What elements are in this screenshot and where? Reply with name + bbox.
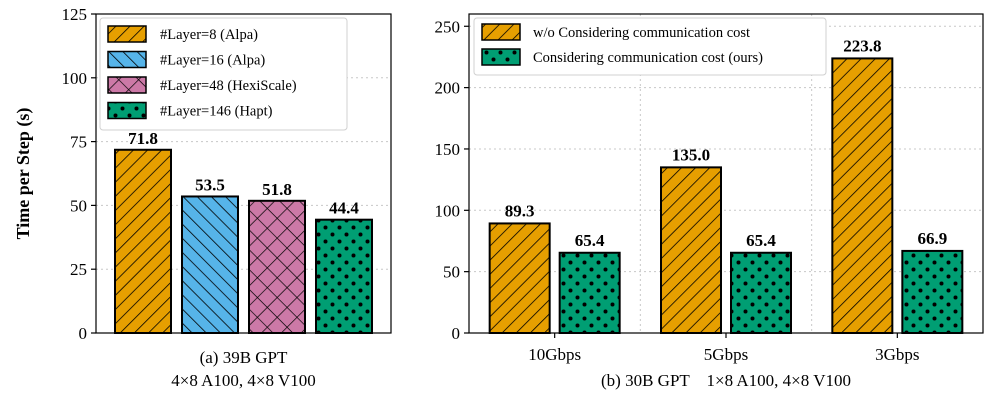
panel-b-bar (831, 57, 894, 335)
panel-a: 71.8 53.5 51.8 44.4 0 25 50 75 100 125 Time per … (13, 5, 392, 390)
panel-b-bars (488, 57, 964, 335)
panel-a-caption-line-2: 4×8 A100, 4×8 V100 (171, 371, 315, 390)
panel-a-data-label: 71.8 (128, 129, 158, 148)
panel-b-x-tick-label: 3Gbps (875, 345, 919, 364)
panel-b-legend-label: w/o Considering communication cost (533, 25, 750, 41)
panel-b: 89.3 65.4 135.0 65.4 223.8 66.9 0 50 100 150 200 2… (435, 13, 984, 390)
panel-a-legend-label: #Layer=146 (Hapt) (160, 104, 273, 120)
panel-b-y-tick-label: 0 (452, 324, 461, 343)
panel-b-y-tick-label: 200 (435, 79, 461, 98)
panel-b-x-tick-label: 5Gbps (704, 345, 748, 364)
panel-b-data-label: 65.4 (746, 231, 776, 250)
panel-a-legend-frame (99, 17, 348, 131)
panel-a-legend-swatch (107, 50, 147, 69)
panel-a-y-ticks: 0 25 50 75 100 125 (62, 5, 96, 343)
panel-a-legend-label: #Layer=48 (HexiScale) (160, 78, 297, 94)
panel-b-y-tick-label: 250 (435, 17, 461, 36)
panel-b-x-ticks: 10Gbps 5Gbps 3Gbps (528, 333, 920, 364)
panel-a-y-tick-label: 50 (70, 196, 87, 215)
panel-a-bars (114, 148, 373, 334)
panel-a-caption-line-1: (a) 39B GPT (200, 348, 288, 367)
panel-b-bar (660, 166, 722, 334)
panel-a-y-axis-label: Time per Step (s) (13, 108, 34, 240)
panel-b-data-label: 66.9 (917, 229, 947, 248)
panel-a-legend-label: #Layer=8 (Alpa) (160, 27, 258, 43)
panel-b-data-label: 135.0 (672, 145, 710, 164)
panel-b-data-label: 65.4 (575, 231, 605, 250)
panel-b-data-label: 89.3 (505, 201, 535, 220)
panel-a-data-label: 44.4 (329, 199, 359, 218)
panel-a-bar (114, 148, 172, 334)
panel-b-y-tick-label: 150 (435, 140, 461, 159)
panel-b-y-tick-label: 100 (435, 201, 461, 220)
panel-b-data-labels: 89.3 65.4 135.0 65.4 223.8 66.9 (505, 36, 947, 249)
panel-a-data-label: 53.5 (195, 175, 225, 194)
panel-b-data-label: 223.8 (843, 36, 881, 55)
panel-b-legend-swatch (481, 48, 521, 66)
panel-b-x-tick-label: 10Gbps (528, 345, 581, 364)
panel-b-legend-frame (473, 17, 827, 76)
panel-b-caption: (b) 30B GPT 1×8 A100, 4×8 V100 (601, 371, 851, 390)
panel-a-legend-swatch (107, 25, 147, 43)
panel-a-legend-label: #Layer=16 (Alpa) (160, 53, 265, 69)
panel-a-legend-swatch (107, 101, 147, 120)
panel-b-bar (558, 251, 621, 334)
panel-a-y-tick-label: 25 (70, 260, 87, 279)
panel-b-bar (488, 222, 551, 335)
panel-a-y-tick-label: 75 (70, 133, 87, 152)
panel-a-bar (248, 199, 306, 334)
panel-a-axes-frame (95, 13, 392, 334)
panel-a-y-tick-label: 125 (62, 5, 88, 24)
panel-a-data-labels: 71.8 53.5 51.8 44.4 (128, 129, 359, 218)
panel-a-bar (315, 218, 373, 334)
panel-b-y-ticks: 0 50 100 150 200 250 (435, 17, 469, 343)
panel-b-bar (730, 251, 792, 334)
panel-a-y-tick-label: 100 (62, 69, 88, 88)
panel-b-legend: w/o Considering communication cost Consid… (473, 17, 827, 76)
panel-b-legend-label: Considering communication cost (ours) (533, 50, 763, 66)
panel-b-bar (901, 249, 964, 334)
panel-b-y-tick-label: 50 (443, 263, 460, 282)
panel-a-legend: #Layer=8 (Alpa) #Layer=16 (Alpa) #Layer=48… (99, 17, 348, 131)
panel-a-bar (181, 195, 239, 334)
panel-a-y-tick-label: 0 (79, 324, 88, 343)
panel-a-data-label: 51.8 (262, 180, 292, 199)
panel-a-legend-swatch (107, 76, 147, 94)
panel-b-legend-swatch (481, 23, 521, 41)
